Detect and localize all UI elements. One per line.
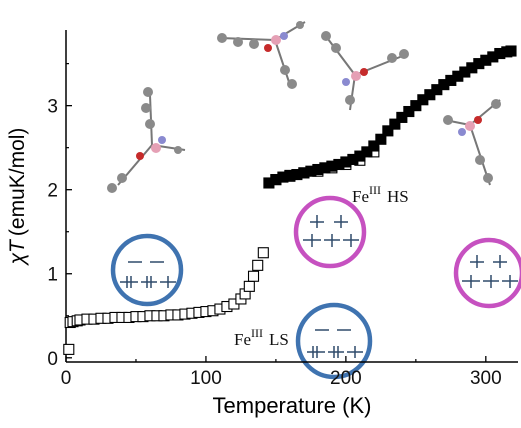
- y-axis-label: χT(emuK/mol): [6, 128, 29, 267]
- annotation-base: Fe: [352, 187, 369, 206]
- annotation-sup: III: [251, 326, 263, 340]
- y-tick-label: 2: [47, 181, 58, 202]
- molecule: [321, 31, 409, 110]
- data-point: [64, 344, 74, 354]
- y-label-symbol: T: [6, 238, 29, 253]
- ls-orbital-diagram: [298, 305, 370, 377]
- y-tick-label: 1: [47, 265, 58, 286]
- ls-orbital-diagram: [113, 236, 181, 304]
- molecule: [443, 99, 501, 185]
- y-tick-label: 3: [47, 97, 58, 118]
- x-axis-label: Temperature (K): [213, 393, 372, 418]
- annotation-base: Fe: [234, 330, 251, 349]
- data-point: [258, 248, 268, 258]
- molecule: [107, 87, 185, 193]
- x-tick-label: 0: [61, 368, 72, 389]
- hs-orbital-diagram: [456, 240, 521, 306]
- y-tick-label: 0: [47, 349, 58, 370]
- annotation-sup: III: [369, 183, 381, 197]
- x-tick-label: 200: [330, 368, 362, 389]
- data-point: [244, 281, 254, 291]
- annotation-state: HS: [387, 187, 409, 206]
- annotation: FeIII HS: [352, 183, 409, 206]
- annotation: FeIII LS: [234, 326, 289, 349]
- annotation-state: LS: [269, 330, 289, 349]
- x-tick-label: 100: [190, 368, 222, 389]
- y-label-unit: (emuK/mol): [6, 128, 29, 237]
- data-point: [249, 271, 259, 281]
- chart: 0 100 200 300 0 1 2 3 Temperature (K) χT(emuK/m…: [0, 0, 521, 428]
- x-tick-label: 300: [470, 368, 502, 389]
- data-point: [253, 260, 263, 270]
- data-point: [506, 46, 516, 56]
- molecule: [217, 21, 305, 89]
- y-label-symbol: χ: [6, 252, 29, 266]
- hs-orbital-diagram: [296, 198, 364, 266]
